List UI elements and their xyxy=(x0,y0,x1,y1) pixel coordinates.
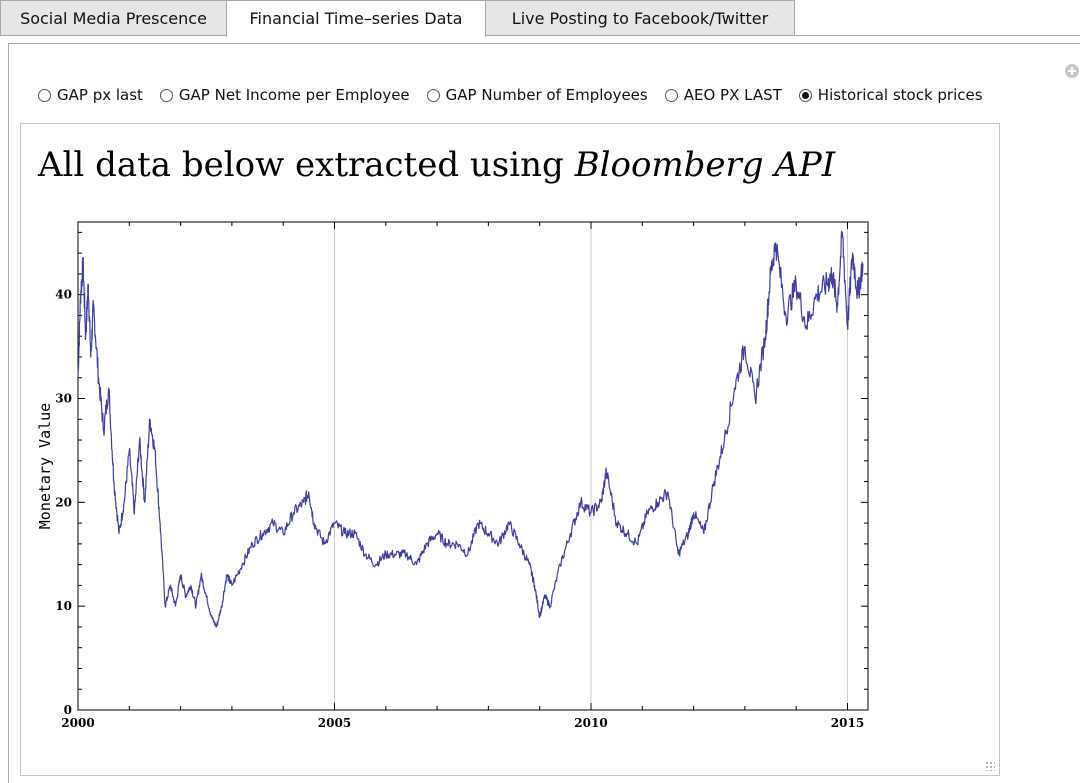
chart-tick-labels: 2000 2005 2010 2015 0 10 20 30 40 xyxy=(55,288,864,730)
radio-label: GAP Net Income per Employee xyxy=(178,86,410,104)
heading-emphasis: Bloomberg API xyxy=(574,145,836,185)
radio-label: AEO PX LAST xyxy=(683,86,782,104)
x-tick-label: 2000 xyxy=(61,716,94,730)
radio-gap-px-last[interactable]: GAP px last xyxy=(38,86,143,104)
x-tick-label: 2015 xyxy=(831,716,864,730)
radio-button[interactable] xyxy=(38,88,51,102)
x-tick-label: 2005 xyxy=(318,716,351,730)
radio-label: GAP Number of Employees xyxy=(445,86,648,104)
y-axis-label: Monetary Value xyxy=(36,403,54,529)
y-tick-label: 0 xyxy=(64,703,72,717)
y-tick-label: 40 xyxy=(55,288,72,302)
radio-label: GAP px last xyxy=(57,86,143,104)
tab-content-panel xyxy=(8,43,1080,783)
tab-bar: Social Media Prescence Financial Time–se… xyxy=(0,0,1080,37)
y-tick-label: 10 xyxy=(55,599,72,613)
output-frame xyxy=(20,123,1000,776)
chart-grid xyxy=(77,222,848,710)
radio-gap-net-income-per-employee[interactable]: GAP Net Income per Employee xyxy=(159,86,410,104)
heading-text: All data below extracted using xyxy=(38,145,575,185)
radio-gap-number-of-employees[interactable]: GAP Number of Employees xyxy=(426,86,648,104)
radio-historical-stock-prices[interactable]: Historical stock prices xyxy=(798,86,983,104)
x-tick-label: 2010 xyxy=(574,716,607,730)
dataset-radio-group: GAP px last GAP Net Income per Employee … xyxy=(38,84,1078,106)
page-heading: All data below extracted using Bloomberg… xyxy=(38,145,835,185)
radio-button-selected[interactable] xyxy=(798,88,812,102)
plot-frame xyxy=(77,221,869,711)
radio-label: Historical stock prices xyxy=(817,86,983,104)
radio-button[interactable] xyxy=(664,88,678,102)
chart-ticks xyxy=(77,222,868,711)
radio-aeo-px-last[interactable]: AEO PX LAST xyxy=(664,86,782,104)
y-tick-label: 30 xyxy=(55,392,72,406)
radio-button[interactable] xyxy=(159,88,173,102)
resize-grip-icon[interactable] xyxy=(985,761,995,771)
radio-button[interactable] xyxy=(426,88,440,102)
plus-circle-icon[interactable] xyxy=(1065,64,1079,78)
y-tick-label: 20 xyxy=(55,495,72,509)
tab-social-media-prescence[interactable]: Social Media Prescence xyxy=(0,0,227,35)
tab-financial-time-series-data[interactable]: Financial Time–series Data xyxy=(226,0,486,37)
series-line xyxy=(77,230,864,628)
tab-live-posting[interactable]: Live Posting to Facebook/Twitter xyxy=(485,0,795,35)
